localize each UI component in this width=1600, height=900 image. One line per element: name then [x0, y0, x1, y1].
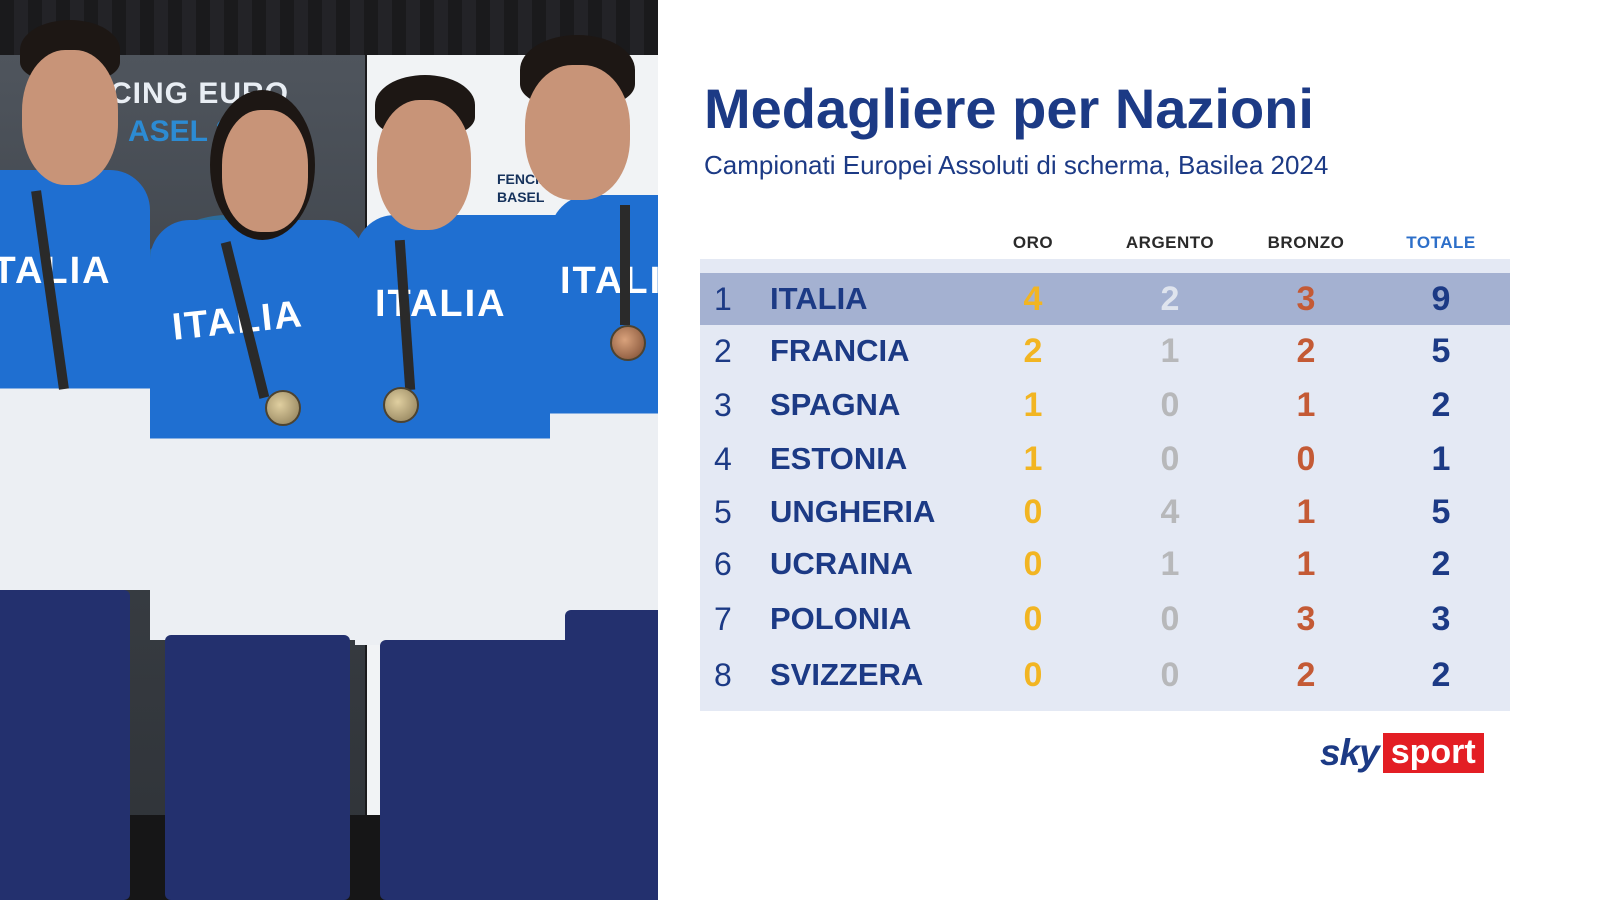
page-subtitle: Campionati Europei Assoluti di scherma, … — [704, 150, 1329, 180]
silver-cell: 1 — [1160, 545, 1180, 583]
nation-cell: ESTONIA — [770, 441, 908, 476]
total-cell: 2 — [1431, 545, 1451, 583]
rank-cell: 3 — [714, 387, 732, 423]
nation-cell: SPAGNA — [770, 387, 901, 422]
header-silver: ARGENTO — [1125, 233, 1215, 252]
total-cell: 2 — [1431, 656, 1451, 694]
bronze-cell: 1 — [1296, 493, 1316, 531]
athlete-face — [22, 50, 118, 185]
rank-cell: 2 — [714, 333, 732, 369]
sky-logo-text: sky — [1320, 732, 1380, 773]
silver-cell: 0 — [1160, 440, 1180, 478]
gold-cell: 1 — [1023, 386, 1043, 424]
bronze-cell: 0 — [1296, 440, 1316, 478]
nation-cell: FRANCIA — [770, 333, 910, 368]
rank-cell: 7 — [714, 601, 732, 637]
athlete-pants — [0, 590, 130, 900]
bronze-medal-icon — [610, 325, 646, 361]
athlete-face — [377, 100, 471, 230]
total-cell: 9 — [1431, 280, 1451, 318]
athlete-pants — [380, 640, 580, 900]
silver-cell: 0 — [1160, 600, 1180, 638]
nation-cell: ITALIA — [770, 281, 868, 316]
table-row: 5 UNGHERIA 0 4 1 5 — [700, 486, 1510, 538]
gold-medal-icon — [383, 387, 419, 423]
header-gold: ORO — [1012, 233, 1054, 252]
athlete-pants — [565, 610, 658, 900]
nation-cell: UCRAINA — [770, 546, 913, 581]
bronze-cell: 1 — [1296, 386, 1316, 424]
table-row: 2 FRANCIA 2 1 2 5 — [700, 325, 1510, 377]
silver-cell: 0 — [1160, 386, 1180, 424]
silver-cell: 0 — [1160, 656, 1180, 694]
silver-cell: 1 — [1160, 332, 1180, 370]
rank-cell: 8 — [714, 657, 732, 693]
bronze-cell: 3 — [1296, 600, 1316, 638]
table-row: 8 SVIZZERA 0 0 2 2 — [700, 649, 1510, 701]
total-cell: 5 — [1431, 493, 1451, 531]
header-total: TOTALE — [1406, 233, 1476, 252]
athlete-jacket — [150, 220, 365, 640]
rank-cell: 6 — [714, 546, 732, 582]
athlete-4: ITALIA — [520, 35, 658, 900]
bronze-cell: 3 — [1296, 280, 1316, 318]
header-bronze: BRONZO — [1267, 233, 1345, 252]
gold-cell: 0 — [1023, 656, 1043, 694]
total-cell: 1 — [1431, 440, 1451, 478]
gold-cell: 0 — [1023, 493, 1043, 531]
total-cell: 2 — [1431, 386, 1451, 424]
athlete-1: ITALIA — [0, 20, 160, 900]
table-row: 3 SPAGNA 1 0 1 2 — [700, 379, 1510, 431]
bronze-cell: 1 — [1296, 545, 1316, 583]
gold-cell: 0 — [1023, 545, 1043, 583]
gold-medal-icon — [265, 390, 301, 426]
team-photo: CING EURO ASEL 202 FENCING BASEL ITALIA … — [0, 0, 658, 900]
silver-cell: 4 — [1160, 493, 1180, 531]
athlete-pants — [165, 635, 350, 900]
table-row: 4 ESTONIA 1 0 0 1 — [700, 433, 1510, 485]
rank-cell: 1 — [714, 281, 732, 317]
athlete-jacket — [0, 170, 150, 590]
gold-cell: 0 — [1023, 600, 1043, 638]
page-title: Medagliere per Nazioni — [704, 77, 1314, 140]
sport-logo-badge: sport — [1382, 733, 1484, 773]
fencing-basel-logo-line2: BASEL — [497, 189, 545, 205]
table-row: 7 POLONIA 0 0 3 3 — [700, 593, 1510, 645]
nation-cell: SVIZZERA — [770, 657, 924, 692]
jacket-lettering: ITALIA — [375, 283, 507, 325]
total-cell: 5 — [1431, 332, 1451, 370]
table-row: 1 ITALIA 4 2 3 9 — [700, 273, 1510, 325]
rank-cell: 4 — [714, 441, 732, 477]
jacket-lettering: ITALIA — [560, 260, 658, 302]
gold-cell: 4 — [1023, 280, 1043, 318]
silver-cell: 2 — [1160, 280, 1180, 318]
athlete-jacket — [550, 195, 658, 615]
jacket-lettering: ITALIA — [0, 250, 112, 292]
sky-sport-logo: sky sport — [1320, 733, 1484, 773]
rank-cell: 5 — [714, 494, 732, 530]
total-cell: 3 — [1431, 600, 1451, 638]
medal-lanyard — [620, 205, 630, 325]
gold-cell: 1 — [1023, 440, 1043, 478]
athlete-2: ITALIA — [150, 90, 365, 900]
athlete-face — [525, 65, 630, 200]
medal-table: 1 ITALIA 4 2 3 9 2 FRANCIA 2 1 2 5 3 SPA… — [700, 259, 1510, 711]
athlete-face — [222, 110, 308, 232]
gold-cell: 2 — [1023, 332, 1043, 370]
table-row: 6 UCRAINA 0 1 1 2 — [700, 538, 1510, 590]
bronze-cell: 2 — [1296, 656, 1316, 694]
bronze-cell: 2 — [1296, 332, 1316, 370]
nation-cell: POLONIA — [770, 601, 912, 636]
nation-cell: UNGHERIA — [770, 494, 936, 529]
